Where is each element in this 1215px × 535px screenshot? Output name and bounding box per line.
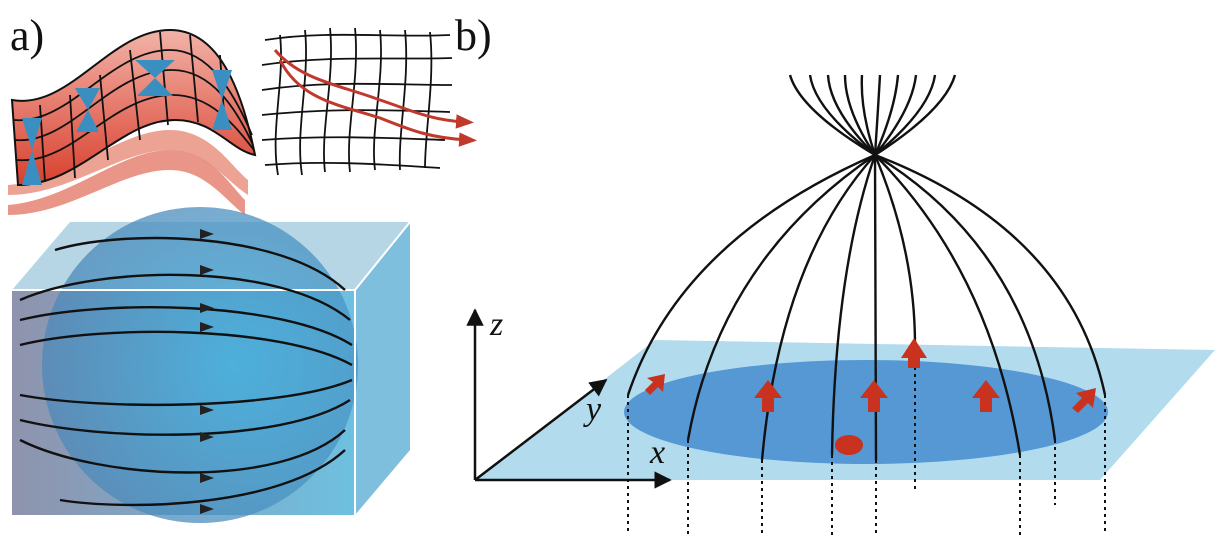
panel-label: a) <box>10 11 44 60</box>
cube <box>12 207 410 523</box>
axis-label: z <box>489 306 503 343</box>
figure: a) b) <box>0 0 1215 535</box>
curved-sheets <box>8 30 255 215</box>
axis-label: x <box>649 434 665 471</box>
red-path <box>280 60 468 140</box>
field-lines-top <box>790 75 955 155</box>
page: a) b) <box>0 0 1215 535</box>
distorted-grid <box>262 28 452 175</box>
panel-label: b) <box>455 11 492 60</box>
disk <box>624 360 1108 464</box>
axis-label: y <box>583 391 602 428</box>
